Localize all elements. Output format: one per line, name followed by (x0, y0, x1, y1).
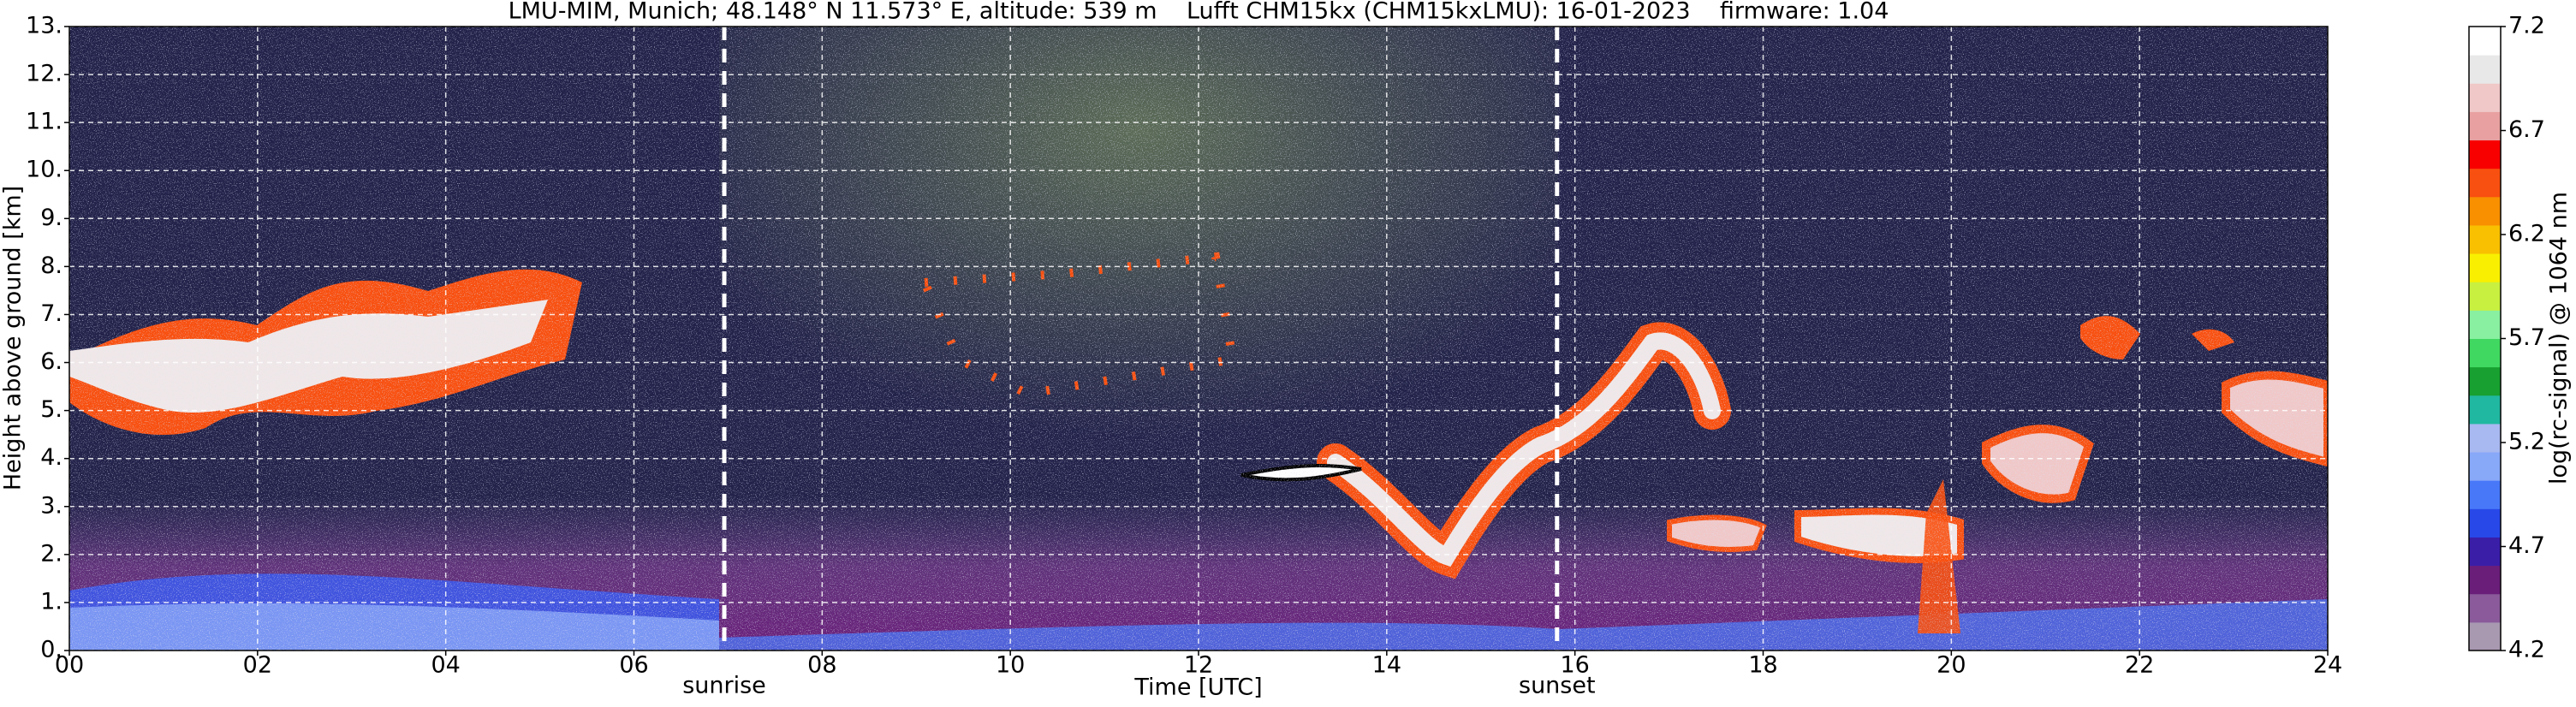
chart-title: LMU-MIM, Munich; 48.148° N 11.573° E, al… (509, 0, 1889, 25)
backscatter-image (69, 27, 2328, 651)
x-axis-label: Time [UTC] (1133, 674, 1262, 701)
y-tick-label: 2. (40, 540, 62, 567)
y-tick-label: 8. (40, 253, 62, 279)
colorbar-tick-label: 5.2 (2508, 429, 2545, 455)
annotation: sunrise (682, 673, 766, 699)
y-tick-label: 12. (26, 61, 62, 87)
colorbar-segment (2469, 168, 2501, 198)
colorbar-label: log(rc-signal) @ 1064 nm (2546, 192, 2573, 484)
colorbar-segment (2469, 224, 2501, 254)
y-tick-label: 5. (40, 396, 62, 423)
colorbar-segment (2469, 621, 2501, 651)
colorbar-segment (2469, 480, 2501, 509)
x-tick-label: 02 (243, 652, 272, 679)
x-tick-label: 00 (55, 652, 84, 679)
marks (722, 27, 1560, 651)
x-tick-label: 20 (1936, 652, 1966, 679)
colorbar-tick-label: 7.2 (2508, 13, 2545, 39)
x-tick-label: 06 (619, 652, 648, 679)
colorbar-tick-label: 4.2 (2508, 637, 2545, 663)
y-tick-label: 10. (26, 157, 62, 183)
y-tick-label: 4. (40, 444, 62, 471)
colorbar-tick-label: 5.7 (2508, 324, 2545, 351)
colorbar-segment (2469, 395, 2501, 425)
colorbar-segment (2469, 83, 2501, 112)
y-tick-label: 3. (40, 492, 62, 519)
x-tick-label: 08 (807, 652, 836, 679)
colorbar-segment (2469, 282, 2501, 311)
y-tick-label: 9. (40, 205, 62, 231)
x-tick-label: 12 (1184, 652, 1213, 679)
colorbar-segment (2469, 366, 2501, 396)
colorbar-segment (2469, 537, 2501, 567)
x-tick-label: 04 (431, 652, 460, 679)
y-tick-label: 13. (26, 13, 62, 39)
x-tick-label: 18 (1748, 652, 1777, 679)
y-tick-label: 0. (40, 637, 62, 663)
colorbar-segment (2469, 593, 2501, 623)
y-tick-label: 7. (40, 300, 62, 327)
x-tick-label: 22 (2125, 652, 2154, 679)
annotation: sunset (1519, 673, 1596, 699)
y-tick-label: 11. (26, 109, 62, 135)
colorbar-segment (2469, 27, 2501, 56)
colorbar-segment (2469, 196, 2501, 226)
x-tick-label: 14 (1372, 652, 1401, 679)
colorbar-segment (2469, 111, 2501, 141)
x-tick-label: 16 (1560, 652, 1589, 679)
x-tick-label: 24 (2313, 652, 2342, 679)
x-tick-label: 10 (996, 652, 1025, 679)
colorbar-segment (2469, 565, 2501, 595)
colorbar-segment (2469, 338, 2501, 368)
colorbar-segment (2469, 310, 2501, 339)
y-axis-label: Height above ground [km] (0, 186, 27, 490)
colorbar-segment (2469, 140, 2501, 169)
colorbar-tick-label: 6.7 (2508, 116, 2545, 143)
colorbar-segment (2469, 452, 2501, 481)
y-tick-label: 1. (40, 588, 62, 615)
colorbar-segment (2469, 508, 2501, 538)
colorbar-segment (2469, 423, 2501, 453)
colorbar-tick-label: 4.7 (2508, 532, 2545, 559)
colorbar-segment (2469, 55, 2501, 84)
colorbar-segment (2469, 253, 2501, 282)
y-tick-label: 6. (40, 348, 62, 375)
colorbar-tick-label: 6.2 (2508, 221, 2545, 247)
